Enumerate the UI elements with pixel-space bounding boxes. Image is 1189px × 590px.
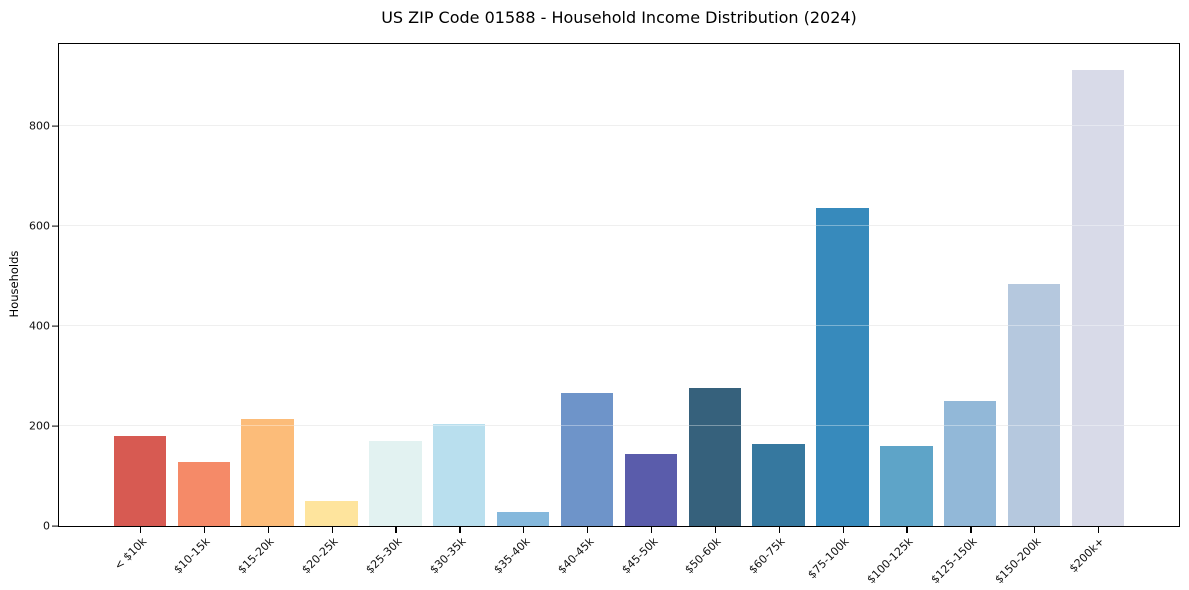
y-axis-label: Households — [7, 250, 21, 318]
bar-slot-6: $30-35k — [427, 44, 491, 576]
bar-slot-1: < $10k — [108, 44, 172, 573]
bar-$100-125k — [880, 445, 933, 526]
bar-$30-35k — [433, 424, 486, 526]
x-tick-mark-4 — [331, 527, 333, 533]
x-tick-label-$60-75k: $60-75k — [746, 535, 788, 577]
bar-slot-5: $25-30k — [363, 44, 428, 576]
bar-slot-16: $200k+ — [1066, 44, 1130, 575]
x-tick-label-$200k+: $200k+ — [1067, 535, 1108, 576]
x-tick-mark-11 — [778, 527, 780, 533]
bar-$10-15k — [177, 462, 230, 526]
bars-row: < $10k $10-15k $15-20k $20-25k $25-30k $30-35… — [108, 44, 1130, 586]
x-tick-mark-14 — [970, 527, 972, 533]
y-tick-label-200: 200 — [29, 419, 50, 433]
bar-slot-4: $20-25k — [299, 44, 364, 576]
bar-slot-11: $60-75k — [747, 44, 811, 576]
x-tick-label-$45-50k: $45-50k — [618, 535, 661, 577]
y-tick-mark-0 — [51, 525, 58, 527]
y-tick-mark-800 — [51, 125, 58, 128]
y-tick-mark-200 — [51, 425, 58, 427]
bar-$200k+ — [1071, 69, 1125, 526]
x-tick-mark-5 — [395, 527, 397, 533]
bar-< $10k — [113, 436, 167, 526]
x-tick-mark-16 — [1098, 527, 1100, 533]
x-tick-label-$75-100k: $75-100k — [805, 535, 852, 582]
y-tick-label-0: 0 — [43, 519, 50, 533]
x-tick-mark-7 — [523, 527, 525, 533]
x-tick-label-$150-200k: $150-200k — [992, 535, 1044, 587]
x-tick-label-$30-35k: $30-35k — [427, 535, 469, 577]
bar-slot-9: $45-50k — [619, 44, 683, 576]
x-tick-label-$20-25k: $20-25k — [299, 535, 341, 577]
y-tick-label-600: 600 — [29, 219, 50, 233]
bar-slot-12: $75-100k — [806, 44, 875, 581]
x-tick-label-$10-15k: $10-15k — [171, 535, 214, 577]
x-tick-label-$50-60k: $50-60k — [682, 535, 725, 577]
x-tick-mark-9 — [650, 527, 653, 533]
bar-slot-3: $15-20k — [236, 44, 300, 576]
bar-$45-50k — [624, 454, 678, 526]
bar-slot-7: $35-40k — [491, 44, 555, 576]
x-tick-mark-15 — [1034, 527, 1036, 533]
x-tick-label-$35-40k: $35-40k — [491, 535, 533, 577]
bar-slot-13: $100-125k — [864, 44, 939, 586]
bar-$75-100k — [816, 208, 869, 526]
bar-slot-14: $125-150k — [928, 44, 1002, 586]
bar-slot-15: $150-200k — [992, 44, 1066, 586]
x-tick-label-$25-30k: $25-30k — [363, 535, 405, 577]
x-tick-label-$125-150k: $125-150k — [928, 535, 980, 587]
x-tick-mark-2 — [203, 527, 205, 533]
y-tick-mark-400 — [51, 325, 58, 327]
x-tick-mark-3 — [267, 527, 269, 533]
bar-$60-75k — [752, 443, 805, 526]
y-tick-mark-600 — [51, 225, 58, 227]
x-tick-label-$40-45k: $40-45k — [554, 535, 597, 577]
chart-title: US ZIP Code 01588 - Household Income Dis… — [381, 8, 857, 27]
x-tick-mark-8 — [587, 527, 589, 533]
bar-$20-25k — [305, 501, 358, 526]
y-tick-label-800: 800 — [29, 119, 50, 133]
bar-$125-150k — [944, 400, 997, 526]
x-tick-mark-1 — [139, 527, 142, 533]
bar-$25-30k — [369, 440, 422, 526]
x-tick-label-< $10k: < $10k — [111, 535, 150, 573]
x-tick-mark-13 — [906, 527, 908, 533]
bar-slot-8: $40-45k — [555, 44, 619, 576]
x-tick-mark-10 — [714, 527, 716, 533]
plot-area: 0 200 400 600 800 < $10k $10-15k $15-20k $20-25… — [29, 43, 1180, 586]
bar-$35-40k — [496, 512, 550, 526]
x-tick-mark-6 — [459, 527, 461, 533]
bar-$50-60k — [688, 387, 741, 526]
bar-slot-2: $10-15k — [172, 44, 236, 576]
bar-$40-45k — [560, 392, 614, 526]
y-tick-label-400: 400 — [29, 319, 50, 333]
x-tick-label-$100-125k: $100-125k — [864, 535, 916, 587]
x-tick-mark-12 — [842, 527, 844, 533]
bar-$150-200k — [1007, 283, 1061, 526]
bar-slot-10: $50-60k — [683, 44, 747, 576]
x-tick-label-$15-20k: $15-20k — [235, 535, 277, 577]
bar-$15-20k — [241, 418, 294, 526]
